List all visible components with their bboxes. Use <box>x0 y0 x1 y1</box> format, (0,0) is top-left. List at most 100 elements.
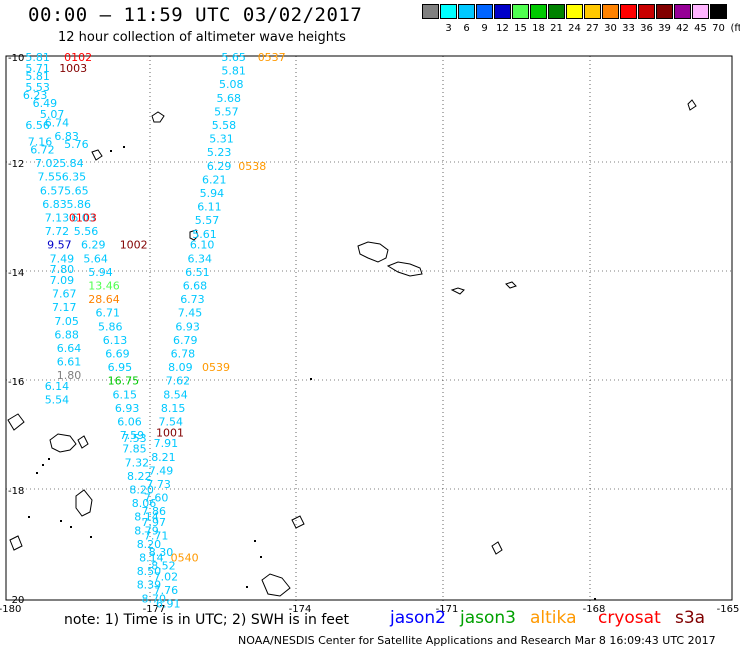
wave-height-value: 7.17 <box>52 301 77 314</box>
scale-swatch-1 <box>440 4 457 19</box>
wave-height-value: 7.80 <box>50 263 75 276</box>
scale-swatch-14 <box>674 4 691 19</box>
wave-height-value: 5.64 <box>83 252 108 265</box>
lat-label: -16 <box>8 377 24 388</box>
wave-height-value: 6.78 <box>171 348 196 361</box>
map-frame <box>5 55 733 601</box>
islet <box>254 540 256 542</box>
wave-height-value: 7.67 <box>52 288 77 301</box>
pass-time-label: 1003 <box>59 62 87 75</box>
wave-height-value: 7.32 <box>125 456 150 469</box>
wave-height-value: 1.80 <box>57 369 82 382</box>
wave-height-value: 7.02 <box>35 157 60 170</box>
islet <box>28 516 30 518</box>
units-note: note: 1) Time is in UTC; 2) SWH is in fe… <box>64 612 350 628</box>
wave-height-value: 5.71 <box>25 62 50 75</box>
wave-height-value: 6.49 <box>33 97 58 110</box>
scale-label-2: 6 <box>463 23 470 34</box>
islet <box>594 598 596 600</box>
wave-height-value: 5.94 <box>88 266 113 279</box>
wave-height-value: 6.13 <box>103 334 128 347</box>
wave-height-value: 6.14 <box>45 380 69 393</box>
islet <box>60 520 62 522</box>
wave-height-value: 6.11 <box>197 201 222 214</box>
wave-height-value: 8.39 <box>137 579 162 592</box>
scale-swatch-4 <box>494 4 511 19</box>
islet <box>123 146 125 148</box>
wave-height-value: 16.75 <box>108 375 140 388</box>
wave-height-value: 7.59 <box>120 429 145 442</box>
wave-height-value: 6.64 <box>57 342 82 355</box>
wave-height-value: 7.49 <box>50 252 75 265</box>
wave-height-value: 6.68 <box>183 280 208 293</box>
wave-height-value: 7.05 <box>54 315 79 328</box>
wave-height-value: 6.21 <box>202 173 227 186</box>
lat-label: -18 <box>8 486 24 497</box>
wave-height-value: 6.73 <box>180 293 205 306</box>
wave-height-value: 6.15 <box>113 388 138 401</box>
wave-height-value: 6.61 <box>57 356 82 369</box>
islet <box>260 556 262 558</box>
wave-height-value: 7.62 <box>166 375 191 388</box>
legend-cryosat: cryosat <box>598 608 661 628</box>
wave-height-value: 8.15 <box>161 402 186 415</box>
wave-height-value: 6.35 <box>62 171 86 184</box>
scale-swatch-2 <box>458 4 475 19</box>
scale-swatch-7 <box>548 4 565 19</box>
islet <box>48 458 50 460</box>
wave-height-value: 5.81 <box>25 51 50 64</box>
credit-line: NOAA/NESDIS Center for Satellite Applica… <box>238 634 716 647</box>
scale-label-9: 27 <box>586 23 599 34</box>
wave-height-value: 6.83 <box>54 130 79 143</box>
wave-height-value: 5.76 <box>64 138 89 151</box>
islet <box>90 536 92 538</box>
wave-height-value: 6.69 <box>105 348 130 361</box>
scale-label-7: 21 <box>550 23 563 34</box>
wave-height-value: 8.79 <box>134 524 159 537</box>
wave-height-value: 7.97 <box>142 516 167 529</box>
wave-height-value: 9.57 <box>47 239 72 252</box>
wave-height-value: 8.22 <box>127 470 152 483</box>
map-title: 00:00 – 11:59 UTC 03/02/2017 <box>28 4 363 26</box>
scale-swatch-13 <box>656 4 673 19</box>
wave-height-value: 8.09 <box>168 361 193 374</box>
scale-swatch-10 <box>602 4 619 19</box>
wave-height-value: 6.10 <box>190 239 215 252</box>
legend-jason2: jason2 <box>390 608 446 628</box>
wave-height-value: 5.53 <box>25 81 50 94</box>
wave-height-value: 6.71 <box>96 307 121 320</box>
legend-s3a: s3a <box>675 608 706 628</box>
wave-height-value: 7.71 <box>144 530 169 543</box>
island-fiji-south <box>9 535 23 551</box>
lon-label: -168 <box>583 604 606 615</box>
island-fiji-taveuni <box>77 435 89 449</box>
wave-height-value: 5.31 <box>209 133 234 146</box>
wave-height-value: 6.93 <box>115 402 139 415</box>
small-island-dots <box>28 146 596 600</box>
wave-height-value: 6.29 <box>81 239 106 252</box>
wave-height-value: 8.52 <box>151 560 176 573</box>
wave-height-value: 6.88 <box>54 328 79 341</box>
wave-height-value: 13.46 <box>88 280 120 293</box>
scale-swatch-5 <box>512 4 529 19</box>
wave-height-value: 6.83 <box>42 198 67 211</box>
island-tafahi <box>505 281 517 289</box>
wave-height-value: 6.93 <box>175 320 200 333</box>
wave-height-value: 6.79 <box>173 334 198 347</box>
wave-height-value: 5.68 <box>217 92 242 105</box>
latitude-labels: -10 -12 -14 -16 -18 -20 <box>8 53 24 606</box>
lon-label: -165 <box>717 604 740 615</box>
islet <box>310 378 312 380</box>
map-subtitle: 12 hour collection of altimeter wave hei… <box>58 30 346 45</box>
island-fiji-kadavu <box>7 413 25 431</box>
wave-height-value: 7.72 <box>45 225 69 238</box>
wave-height-value: 5.56 <box>74 225 99 238</box>
legend-altika: altika <box>530 608 577 628</box>
scale-label-3: 9 <box>481 23 488 34</box>
scale-swatch-3 <box>476 4 493 19</box>
samoa-island-upolu <box>386 261 423 277</box>
wave-height-value: 7.73 <box>146 478 171 491</box>
scale-swatch-15 <box>692 4 709 19</box>
